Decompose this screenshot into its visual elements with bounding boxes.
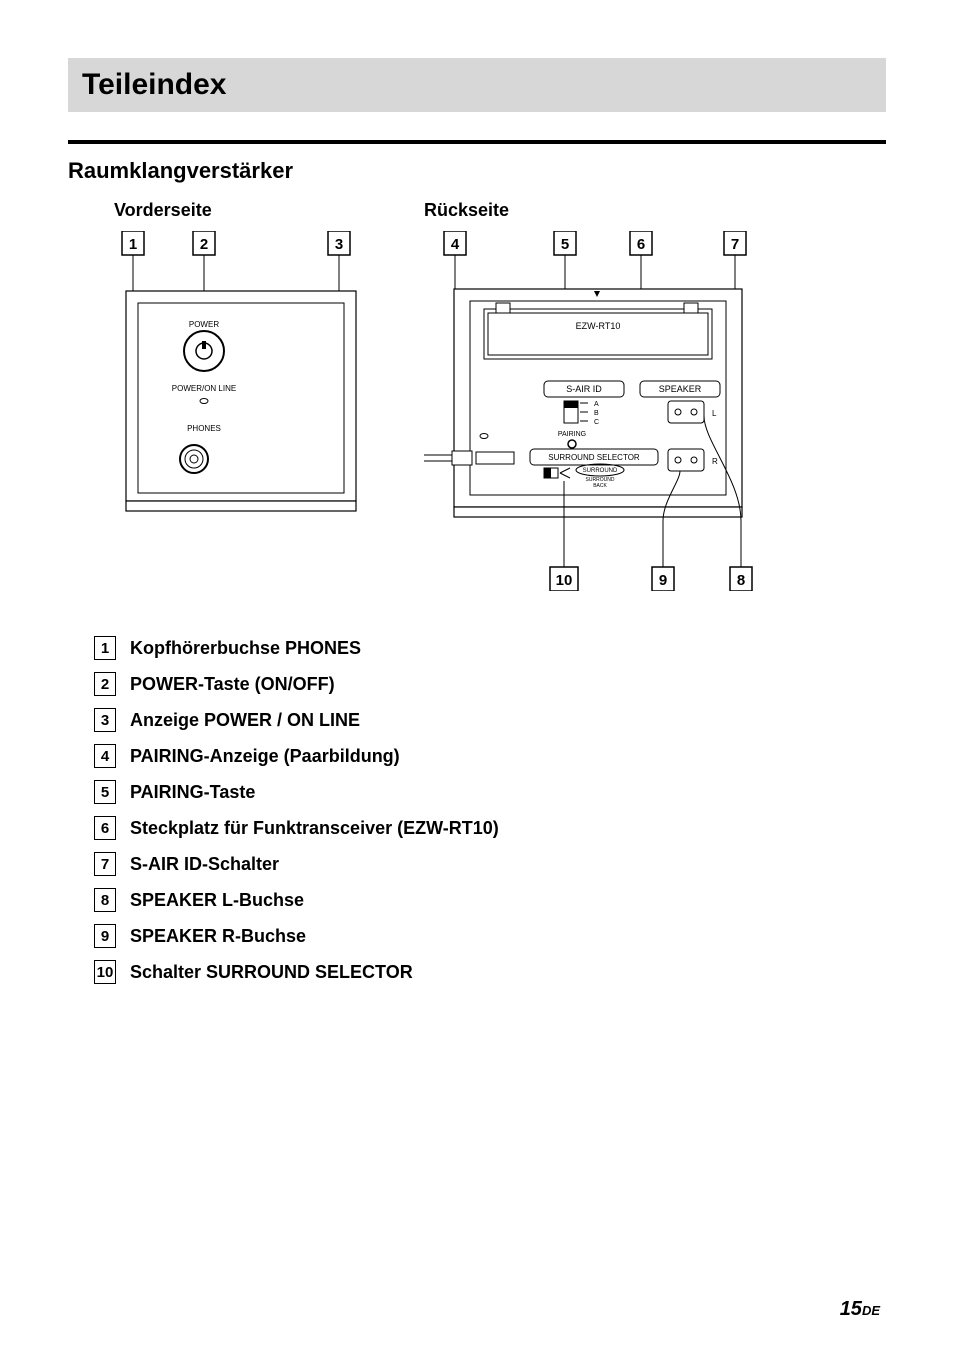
svg-text:8: 8 — [737, 572, 745, 589]
legend-label: Steckplatz für Funktransceiver (EZW-RT10… — [130, 818, 499, 839]
svg-text:5: 5 — [561, 236, 569, 253]
legend-number: 8 — [94, 888, 116, 912]
legend-item: 4 PAIRING-Anzeige (Paarbildung) — [94, 744, 886, 768]
svg-text:SURROUND SELECTOR: SURROUND SELECTOR — [548, 453, 640, 462]
svg-text:SURROUND: SURROUND — [583, 468, 618, 474]
svg-text:EZW-RT10: EZW-RT10 — [576, 321, 621, 331]
svg-text:A: A — [594, 401, 599, 408]
rear-diagram-label: Rückseite — [424, 200, 764, 221]
page-number: 15DE — [840, 1298, 880, 1321]
svg-text:C: C — [594, 419, 599, 426]
svg-text:3: 3 — [335, 236, 343, 253]
svg-text:PAIRING: PAIRING — [558, 431, 586, 438]
svg-text:7: 7 — [731, 236, 739, 253]
subheading: Raumklangverstärker — [68, 158, 886, 184]
svg-text:BACK: BACK — [593, 483, 607, 489]
rear-diagram: 4 5 6 7 — [424, 231, 764, 591]
legend-number: 3 — [94, 708, 116, 732]
svg-text:R: R — [712, 457, 718, 466]
svg-text:S-AIR ID: S-AIR ID — [566, 384, 602, 394]
page-number-suffix: DE — [862, 1303, 880, 1318]
svg-text:2: 2 — [200, 236, 208, 253]
legend-item: 3 Anzeige POWER / ON LINE — [94, 708, 886, 732]
legend-item: 8 SPEAKER L-Buchse — [94, 888, 886, 912]
legend-label: S-AIR ID-Schalter — [130, 854, 279, 875]
rear-diagram-column: Rückseite 4 5 6 7 — [424, 200, 764, 596]
svg-text:L: L — [712, 409, 717, 418]
legend-number: 6 — [94, 816, 116, 840]
legend-item: 10 Schalter SURROUND SELECTOR — [94, 960, 886, 984]
svg-text:4: 4 — [451, 236, 460, 253]
section-divider — [68, 140, 886, 144]
legend-number: 10 — [94, 960, 116, 984]
legend-label: POWER-Taste (ON/OFF) — [130, 674, 335, 695]
legend-number: 7 — [94, 852, 116, 876]
svg-text:PHONES: PHONES — [187, 424, 221, 433]
legend-number: 4 — [94, 744, 116, 768]
legend-item: 1 Kopfhörerbuchse PHONES — [94, 636, 886, 660]
legend-label: PAIRING-Anzeige (Paarbildung) — [130, 746, 400, 767]
svg-text:B: B — [594, 410, 599, 417]
svg-text:POWER: POWER — [189, 320, 219, 329]
page-number-value: 15 — [840, 1298, 862, 1320]
legend-number: 1 — [94, 636, 116, 660]
svg-text:6: 6 — [637, 236, 645, 253]
legend-item: 7 S-AIR ID-Schalter — [94, 852, 886, 876]
svg-text:9: 9 — [659, 572, 667, 589]
legend-label: Anzeige POWER / ON LINE — [130, 710, 360, 731]
svg-text:POWER/ON LINE: POWER/ON LINE — [172, 384, 236, 393]
legend-item: 9 SPEAKER R-Buchse — [94, 924, 886, 948]
front-diagram-column: Vorderseite 1 2 3 — [114, 200, 374, 596]
front-diagram: 1 2 3 POWER — [114, 231, 374, 531]
legend-label: SPEAKER L-Buchse — [130, 890, 304, 911]
legend-label: SPEAKER R-Buchse — [130, 926, 306, 947]
svg-text:10: 10 — [556, 572, 573, 589]
legend-item: 5 PAIRING-Taste — [94, 780, 886, 804]
title-bar: Teileindex — [68, 58, 886, 112]
legend-item: 6 Steckplatz für Funktransceiver (EZW-RT… — [94, 816, 886, 840]
legend-item: 2 POWER-Taste (ON/OFF) — [94, 672, 886, 696]
legend-number: 9 — [94, 924, 116, 948]
legend-number: 5 — [94, 780, 116, 804]
page-title: Teileindex — [82, 68, 872, 102]
svg-text:SPEAKER: SPEAKER — [659, 384, 702, 394]
legend-label: Kopfhörerbuchse PHONES — [130, 638, 361, 659]
svg-text:1: 1 — [129, 236, 137, 253]
front-diagram-label: Vorderseite — [114, 200, 374, 221]
legend-label: PAIRING-Taste — [130, 782, 255, 803]
legend-label: Schalter SURROUND SELECTOR — [130, 962, 413, 983]
legend-number: 2 — [94, 672, 116, 696]
legend-list: 1 Kopfhörerbuchse PHONES 2 POWER-Taste (… — [94, 636, 886, 984]
